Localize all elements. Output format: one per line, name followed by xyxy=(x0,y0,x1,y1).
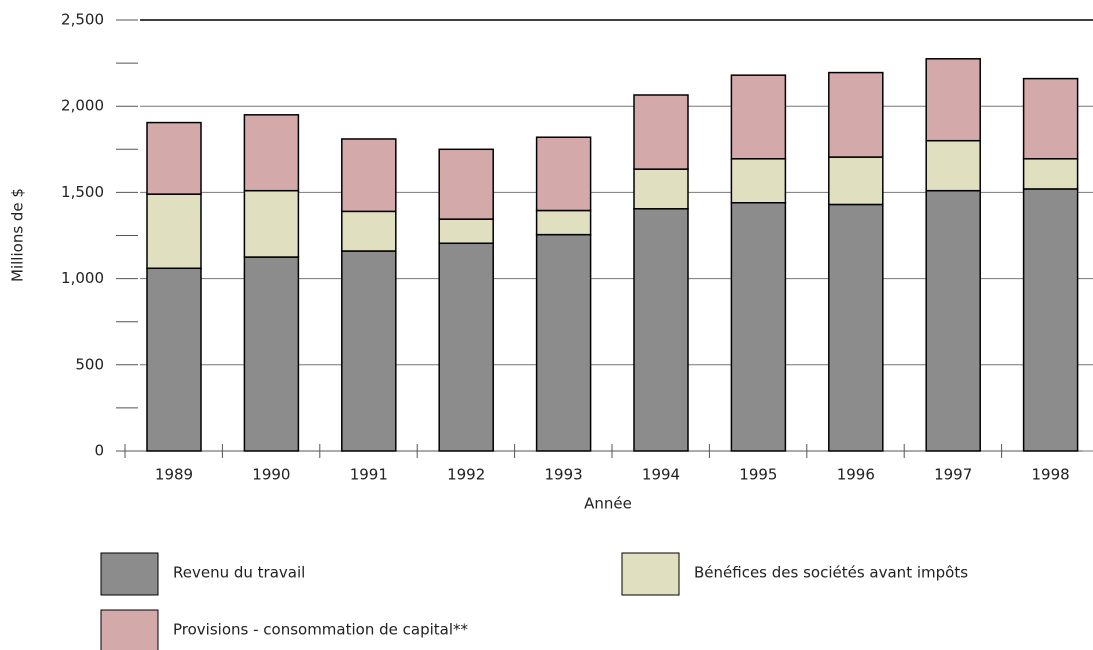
x-tick-label: 1994 xyxy=(642,466,680,484)
legend-label: Provisions - consommation de capital** xyxy=(173,621,468,639)
x-tick-label: 1993 xyxy=(545,466,583,484)
bar-segment xyxy=(146,267,202,452)
x-tick-label: 1995 xyxy=(739,466,777,484)
x-tick-label: 1997 xyxy=(934,466,972,484)
bar-segment xyxy=(1022,77,1079,160)
bar-segment xyxy=(730,74,787,160)
x-tick-label: 1991 xyxy=(350,466,388,484)
bar-segment xyxy=(730,201,787,452)
bar-segment xyxy=(341,138,397,213)
y-tick-label: 2,500 xyxy=(61,11,104,29)
x-tick-label: 1990 xyxy=(252,466,290,484)
x-tick-label: 1989 xyxy=(155,466,193,484)
bar-segment xyxy=(925,139,981,192)
bar-segment xyxy=(1022,188,1079,452)
bar-segment xyxy=(535,209,592,236)
legend-label: Revenu du travail xyxy=(173,564,305,582)
bar-segment xyxy=(438,242,494,452)
y-tick-label: 2,000 xyxy=(61,97,104,115)
x-tick-label: 1996 xyxy=(837,466,875,484)
y-tick-label: 1,000 xyxy=(61,269,104,287)
bar-segment xyxy=(341,250,397,452)
bar-segment xyxy=(146,121,202,195)
bar-segment xyxy=(633,168,689,210)
bar-segment xyxy=(341,210,397,252)
bar-segment xyxy=(438,218,494,245)
bar-segment xyxy=(535,136,592,212)
y-tick-label: 1,500 xyxy=(61,183,104,201)
bar-segment xyxy=(535,233,592,452)
x-axis-label: Année xyxy=(584,495,632,513)
y-tick-label: 0 xyxy=(94,442,104,460)
bar-segment xyxy=(633,94,689,170)
x-tick-label: 1998 xyxy=(1032,466,1070,484)
legend-label: Bénéfices des sociétés avant impôts xyxy=(694,564,968,582)
bar-segment xyxy=(828,203,884,452)
bar-segment xyxy=(243,256,300,452)
bar-segment xyxy=(1022,158,1079,190)
bar-segment xyxy=(828,156,884,206)
bar-segment xyxy=(730,158,787,204)
bar-segment xyxy=(146,193,202,270)
legend-swatch xyxy=(100,609,159,650)
y-axis-label: Millions de $ xyxy=(9,188,27,282)
legend-swatch xyxy=(621,552,680,596)
bar-segment xyxy=(828,71,884,158)
bar-segment xyxy=(925,189,981,452)
legend-swatch xyxy=(100,552,159,596)
y-tick-label: 500 xyxy=(75,355,104,373)
x-tick-label: 1992 xyxy=(447,466,485,484)
bar-segment xyxy=(633,208,689,452)
bar-segment xyxy=(243,189,300,258)
bar-segment xyxy=(438,148,494,220)
bar-segment xyxy=(243,114,300,192)
bar-segment xyxy=(925,58,981,142)
